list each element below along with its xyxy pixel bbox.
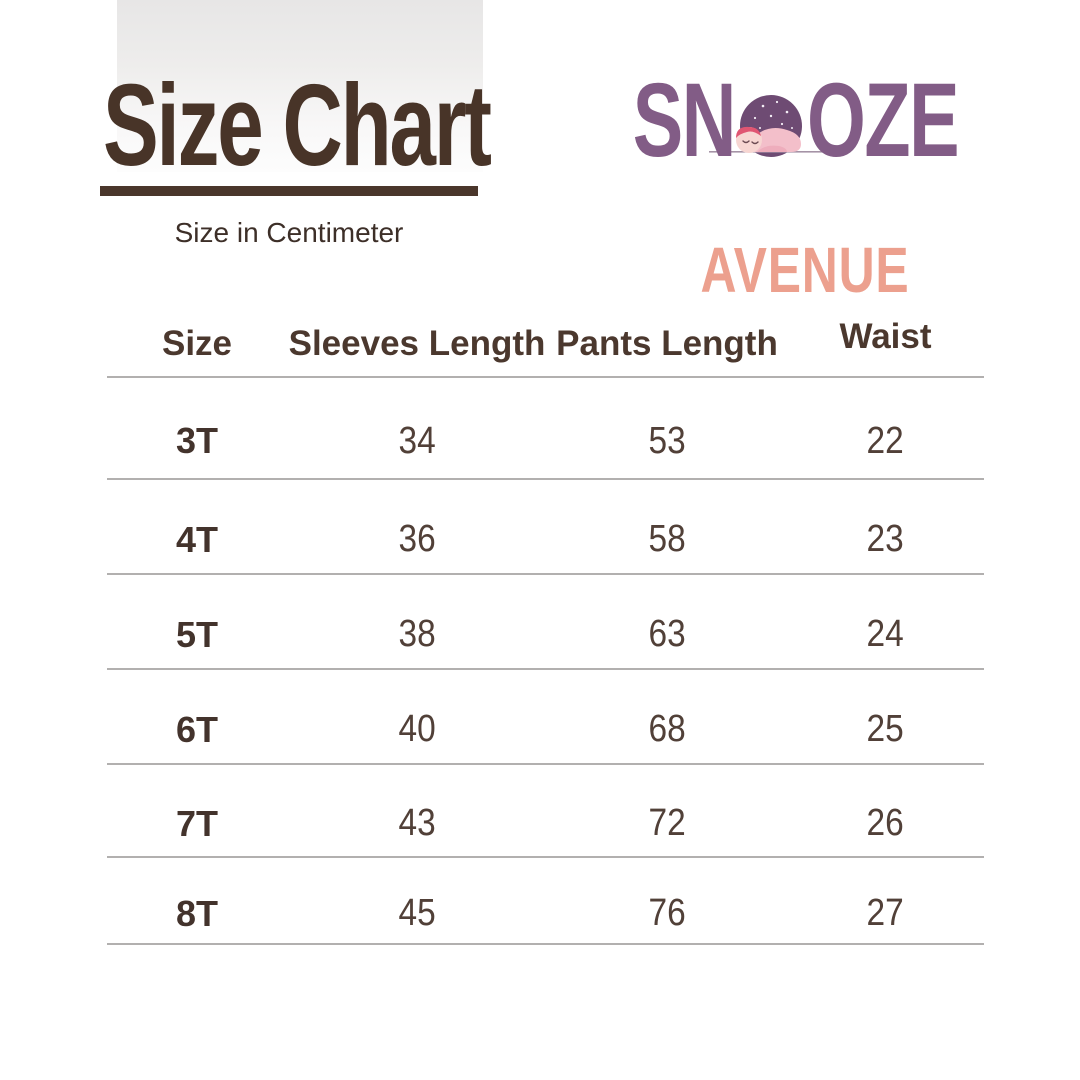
table-row: 3T 34 53 22 [107,378,984,480]
sleeves-value: 40 [398,708,436,750]
brand-wordmark-bottom: AVENUE [700,234,910,306]
title-underline [100,186,478,196]
waist-value: 26 [866,802,905,844]
column-header-pants-length: Pants Length [556,324,778,363]
waist-cell: 26 [787,776,984,845]
table-row: 8T 45 76 27 [107,858,984,945]
column-header-sleeves-length: Sleeves Length [288,324,546,363]
table-row: 5T 38 63 24 [107,575,984,670]
pants-value: 68 [648,708,686,750]
sleeves-value: 45 [398,892,436,934]
sleeves-cell: 36 [287,492,547,561]
sleeves-value: 36 [398,518,436,560]
title-gradient-panel [117,0,483,172]
waist-cell: 24 [787,587,984,656]
size-cell: 5T [175,613,218,655]
pants-value: 76 [648,892,686,934]
column-header-waist: Waist [839,317,932,356]
pants-cell: 76 [547,866,787,935]
table-row: 7T 43 72 26 [107,765,984,858]
brand-wordmark-left: SN [632,62,737,179]
waist-value: 23 [866,518,905,560]
pants-cell: 68 [547,682,787,751]
pants-cell: 58 [547,492,787,561]
size-cell: 6T [175,708,218,750]
pants-value: 63 [648,613,686,655]
sleeves-cell: 40 [287,682,547,751]
brand-wordmark-right: OZE [807,62,960,179]
brand-logo: SN [615,68,995,318]
sleeves-cell: 38 [287,587,547,656]
size-cell: 8T [175,892,218,934]
waist-value: 22 [866,419,905,462]
pants-value: 58 [648,518,686,560]
size-table-header-row: Size Sleeves Length Pants Length Waist [107,312,984,378]
waist-value: 25 [866,708,905,750]
size-cell: 4T [175,518,218,560]
size-table: Size Sleeves Length Pants Length Waist 3… [107,312,984,945]
sleeves-cell: 34 [287,394,547,463]
pants-cell: 63 [547,587,787,656]
sleeves-cell: 45 [287,866,547,935]
waist-value: 27 [866,892,905,934]
sleeves-cell: 43 [287,776,547,845]
page-title: Size Chart [103,60,492,190]
size-cell: 7T [175,802,218,844]
waist-cell: 25 [787,682,984,751]
waist-cell: 27 [787,866,984,935]
sleeves-value: 43 [398,802,436,844]
table-row: 4T 36 58 23 [107,480,984,575]
pants-value: 72 [648,802,686,844]
pants-cell: 72 [547,776,787,845]
unit-subtitle: Size in Centimeter [174,217,404,248]
column-header-size: Size [161,324,233,363]
size-cell: 3T [175,420,218,461]
waist-value: 24 [866,613,905,655]
pants-value: 53 [648,419,686,462]
sleeping-baby-moon-icon [709,95,838,157]
brand-wordmark-top: SN [615,68,995,178]
pants-cell: 53 [547,394,787,463]
waist-cell: 23 [787,492,984,561]
table-row: 6T 40 68 25 [107,670,984,765]
sleeves-value: 34 [398,419,436,462]
sleeves-value: 38 [398,613,436,655]
waist-cell: 22 [787,394,984,463]
